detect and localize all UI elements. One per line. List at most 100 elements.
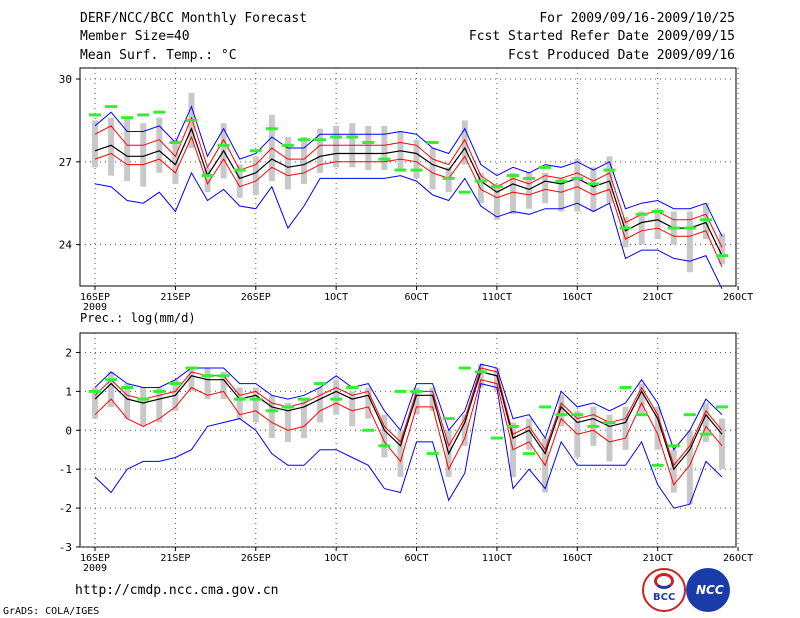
temp-observed-marker <box>410 168 423 172</box>
prec-spread-box <box>333 379 340 415</box>
temp-observed-marker <box>699 218 712 222</box>
prec-spread-box <box>526 418 533 450</box>
temp-spread-box <box>558 178 565 212</box>
temp-observed-marker <box>153 110 166 114</box>
prec-spread-box <box>140 387 147 427</box>
prec-observed-marker <box>410 389 423 393</box>
temp-spread-box <box>622 217 629 248</box>
temp-spread-box <box>526 172 533 209</box>
temp-observed-marker <box>169 141 182 145</box>
temp-spread-box <box>140 123 147 187</box>
temp-observed-marker <box>571 176 584 180</box>
prec-spread-box <box>301 399 307 439</box>
temp-spread-box <box>301 136 307 184</box>
temp-observed-marker <box>298 138 310 142</box>
temp-xtick-label: 16SEP <box>80 292 110 303</box>
prec-spread-box <box>686 430 693 505</box>
prec-observed-marker <box>298 397 310 401</box>
temp-observed-marker <box>265 127 278 131</box>
prec-observed-marker <box>442 417 455 421</box>
prec-observed-marker <box>201 374 214 378</box>
temp-spread-box <box>510 172 516 215</box>
temp-xtick-label: 26SEP <box>241 292 271 303</box>
prec-spread-box <box>638 383 645 415</box>
temp-spread-box <box>204 167 211 193</box>
temp-observed-marker <box>217 143 230 147</box>
prec-spread-box <box>284 403 291 442</box>
prec-observed-marker <box>490 436 503 440</box>
temp-observed-marker <box>587 182 600 186</box>
prec-spread-box <box>268 395 275 439</box>
prec-observed-marker <box>699 432 712 436</box>
temp-spread-box <box>493 183 500 220</box>
prec-spread-box <box>188 368 195 392</box>
prec-observed-marker <box>716 405 728 409</box>
temp-xtick-label: 6OCT <box>404 292 428 303</box>
temp-spread-box <box>719 233 725 264</box>
temp-spread-box <box>124 117 131 182</box>
temp-upper-blue-line <box>94 105 723 237</box>
temp-observed-marker <box>603 168 616 172</box>
prec-observed-marker <box>474 370 487 374</box>
ncc-logo: NCC <box>686 568 730 612</box>
temp-spread-box <box>172 139 179 184</box>
chart-title: DERF/NCC/BCC Monthly Forecast <box>80 11 307 26</box>
prec-observed-marker <box>458 366 471 370</box>
temp-xtick-label: 11OCT <box>482 292 512 303</box>
prec-spread-box <box>702 403 709 442</box>
temp-observed-marker <box>346 135 359 139</box>
prec-observed-marker <box>667 444 680 448</box>
temp-observed-marker <box>233 168 246 172</box>
prec-spread-box <box>622 406 629 450</box>
source-url[interactable]: http://cmdp.ncc.cma.gov.cn <box>75 583 279 598</box>
temp-spread-box <box>317 128 324 173</box>
temp-xtick-label: 1OCT <box>324 292 348 303</box>
temp-observed-marker <box>683 226 696 230</box>
prec-observed-marker <box>507 424 519 428</box>
prec-xtick-label: 1OCT <box>324 553 348 564</box>
temp-lower-blue-line <box>94 171 723 290</box>
temp-observed-marker <box>249 149 262 153</box>
temp-spread-box <box>284 136 291 190</box>
temp-spread-box <box>413 139 420 179</box>
prec-observed-marker <box>635 413 648 417</box>
prec-spread-box <box>654 406 661 450</box>
prec-observed-marker <box>571 413 584 417</box>
forecast-range: For 2009/09/16-2009/10/25 <box>539 11 735 26</box>
temp-spread-box <box>156 117 163 173</box>
prec-observed-marker <box>169 382 182 386</box>
grads-credit: GrADS: COLA/IGES <box>3 606 100 617</box>
prec-ytick-label: -3 <box>59 541 72 554</box>
temp-observed-marker <box>362 141 375 145</box>
prec-observed-marker <box>185 366 198 370</box>
prec-observed-marker <box>281 405 294 409</box>
temp-observed-marker <box>490 185 503 189</box>
temp-ytick-label: 24 <box>59 239 73 252</box>
prec-observed-marker <box>217 374 230 378</box>
prec-observed-marker <box>153 389 166 393</box>
prec-observed-marker <box>314 382 327 386</box>
member-size: Member Size=40 <box>80 29 190 44</box>
bcc-swirl-icon <box>654 573 674 589</box>
prec-observed-marker <box>378 444 391 448</box>
temp-observed-marker <box>426 141 439 145</box>
temp-observed-marker <box>474 179 487 183</box>
prec-spread-box <box>252 387 259 423</box>
temp-observed-marker <box>105 105 118 109</box>
prec-ytick-label: 2 <box>65 346 72 359</box>
temp-xtick-label: 21SEP <box>160 292 190 303</box>
temp-observed-marker <box>121 116 134 120</box>
prec-observed-marker <box>249 397 262 401</box>
prec-year-label: 2009 <box>83 563 107 574</box>
prec-xtick-label: 26OCT <box>723 553 753 564</box>
temp-ytick-label: 27 <box>59 156 72 169</box>
temp-ytick-label: 30 <box>59 73 72 86</box>
temp-observed-marker <box>442 176 455 180</box>
prec-ytick-label: -2 <box>59 502 72 515</box>
prec-ytick-label: -1 <box>59 463 72 476</box>
temp-spread-box <box>638 211 645 245</box>
temp-mean-line <box>94 127 723 256</box>
prec-observed-marker <box>555 413 568 417</box>
prec-observed-marker <box>137 397 150 401</box>
